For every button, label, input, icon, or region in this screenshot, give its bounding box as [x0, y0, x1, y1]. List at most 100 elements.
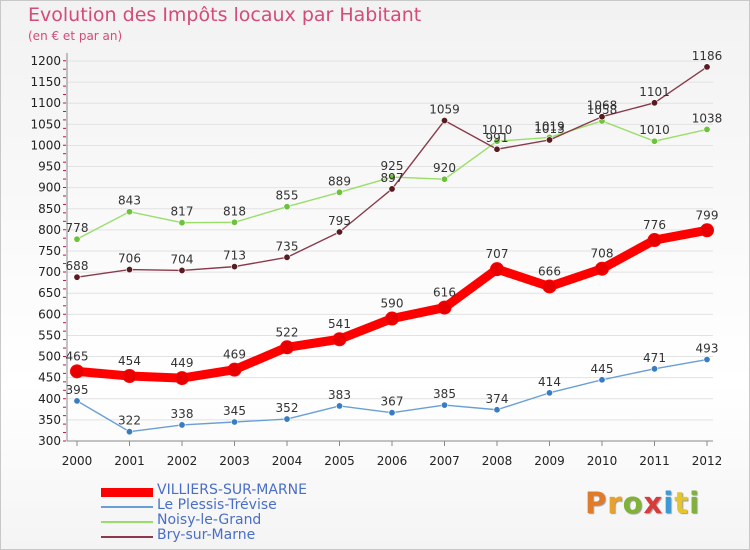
data-label: 469 [223, 348, 246, 362]
data-point [490, 262, 504, 277]
data-point [231, 263, 239, 271]
data-label: 1038 [692, 111, 723, 125]
data-point [493, 406, 501, 414]
legend-label: Noisy-le-Grand [157, 512, 262, 528]
data-point [231, 218, 239, 226]
data-label: 465 [66, 349, 89, 363]
data-point [545, 389, 553, 397]
data-label: 1010 [639, 123, 670, 137]
y-tick-label: 400 [38, 392, 61, 406]
y-tick-label: 750 [38, 244, 61, 258]
y-tick-label: 950 [38, 160, 61, 174]
x-tick-label: 2009 [534, 454, 565, 468]
data-point [703, 356, 711, 364]
data-point [703, 125, 711, 133]
data-label: 471 [643, 351, 666, 365]
data-point [385, 311, 399, 326]
y-tick-label: 300 [38, 434, 61, 448]
data-point [73, 273, 81, 281]
data-label: 385 [433, 387, 456, 401]
y-tick-label: 1050 [30, 117, 61, 131]
legend-swatch [101, 521, 153, 523]
y-tick-label: 1000 [30, 138, 61, 152]
x-tick-label: 2008 [482, 454, 513, 468]
data-point [178, 219, 186, 227]
x-tick-label: 2007 [429, 454, 460, 468]
data-point [73, 397, 81, 405]
data-point [650, 99, 658, 107]
data-label: 991 [486, 131, 509, 145]
data-point [175, 371, 189, 386]
data-label: 666 [538, 264, 561, 278]
data-point [280, 340, 294, 355]
data-label: 414 [538, 375, 561, 389]
data-label: 735 [276, 239, 299, 253]
legend-label: VILLIERS-SUR-MARNE [157, 482, 307, 498]
y-tick-label: 500 [38, 350, 61, 364]
data-label: 1058 [587, 103, 618, 117]
data-label: 707 [486, 247, 509, 261]
data-point [595, 261, 609, 276]
data-label: 345 [223, 404, 246, 418]
y-tick-label: 1100 [30, 96, 61, 110]
data-point [440, 401, 448, 409]
x-tick-label: 2003 [219, 454, 250, 468]
data-label: 799 [696, 208, 719, 222]
y-tick-label: 700 [38, 265, 61, 279]
data-point [388, 409, 396, 417]
data-label: 706 [118, 252, 141, 266]
data-point [703, 63, 711, 71]
x-tick-label: 2002 [167, 454, 198, 468]
data-label: 817 [171, 205, 194, 219]
legend-label: Le Plessis-Trévise [157, 497, 277, 513]
y-tick-label: 550 [38, 328, 61, 342]
x-tick-label: 2010 [587, 454, 618, 468]
y-tick-label: 1150 [30, 75, 61, 89]
x-tick-label: 2012 [692, 454, 723, 468]
data-label: 395 [66, 383, 89, 397]
data-label: 383 [328, 388, 351, 402]
data-label: 616 [433, 286, 456, 300]
chart-title: Evolution des Impôts locaux par Habitant [28, 4, 422, 26]
data-point [542, 279, 557, 294]
x-tick-label: 2005 [324, 454, 355, 468]
data-label: 713 [223, 249, 246, 263]
data-label: 795 [328, 214, 351, 228]
data-point [388, 173, 396, 181]
data-label: 920 [433, 161, 456, 175]
y-tick-label: 800 [38, 223, 61, 237]
data-point [283, 415, 291, 423]
y-tick-label: 900 [38, 181, 61, 195]
data-point [178, 266, 186, 274]
data-point [335, 188, 343, 196]
data-label: 1101 [639, 85, 670, 99]
x-tick-label: 2000 [62, 454, 93, 468]
data-label: 1068 [587, 99, 618, 113]
data-label: 818 [223, 204, 246, 218]
y-tick-label: 650 [38, 286, 61, 300]
data-label: 367 [381, 395, 404, 409]
data-point [122, 368, 137, 383]
data-point [650, 137, 658, 145]
x-tick-label: 2006 [377, 454, 408, 468]
data-point [178, 421, 186, 429]
data-point [598, 376, 606, 384]
brand-logo: Proxiti [585, 486, 701, 520]
data-point [231, 418, 239, 426]
x-tick-label: 2001 [114, 454, 145, 468]
data-label: 704 [171, 252, 194, 266]
data-label: 541 [328, 317, 351, 331]
data-point [493, 145, 501, 153]
data-label: 449 [171, 356, 194, 370]
data-point [650, 365, 658, 373]
y-tick-label: 600 [38, 307, 61, 321]
data-label: 778 [66, 221, 89, 235]
data-point [700, 223, 714, 238]
y-tick-label: 450 [38, 371, 61, 385]
x-tick-label: 2011 [639, 454, 670, 468]
data-point [545, 136, 553, 144]
data-label: 708 [591, 247, 614, 261]
data-label: 1019 [534, 119, 565, 133]
